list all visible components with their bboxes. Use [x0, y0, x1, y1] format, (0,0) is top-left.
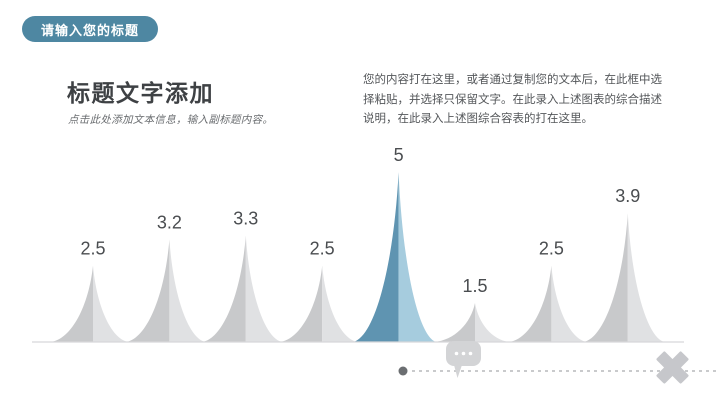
title-badge-label: 请输入您的标题 [40, 22, 139, 38]
peak-value-label: 2.5 [80, 239, 105, 259]
peak-shape [475, 303, 510, 342]
peak-shape [353, 172, 399, 342]
peak-shape [433, 303, 475, 342]
peaks-group: 2.5 3.2 3.3 2.5 5 1.5 2.5 3.9 [50, 145, 665, 342]
title-badge[interactable]: 请输入您的标题 [22, 16, 158, 42]
peak-value-label: 2.5 [539, 239, 564, 259]
peak-shape [583, 213, 628, 342]
peak-shape [322, 265, 358, 342]
peak-shape [126, 239, 170, 342]
peak-shape [551, 265, 587, 342]
peak-shape [279, 265, 323, 342]
chat-bubble-icon [446, 341, 481, 378]
peak-shape [627, 213, 665, 342]
peak-value-label: 2.5 [310, 239, 335, 259]
body-text[interactable]: 您的内容打在这里，或者通过复制您的文本后，在此框中选择粘贴，并选择只保留文字。在… [363, 74, 662, 125]
peak-value-label: 3.9 [615, 186, 640, 206]
peak-shape [509, 265, 552, 342]
peak-shape [93, 265, 129, 342]
cross-icon [656, 351, 689, 384]
peak-shape [169, 239, 206, 342]
peak-value-label: 1.5 [462, 276, 487, 296]
peak-value-label: 3.2 [157, 212, 182, 232]
peak-shape [50, 265, 93, 342]
slide-subtitle[interactable]: 点击此处添加文本信息，输入副标题内容。 [68, 114, 274, 126]
peak-value-label: 5 [394, 145, 404, 165]
peak-shape [245, 235, 282, 342]
peak-shape [202, 235, 246, 342]
peak-value-label: 3.3 [233, 209, 258, 229]
slide-title[interactable]: 标题文字添加 [67, 80, 214, 106]
timeline-dot [398, 366, 408, 376]
peak-shape [398, 172, 436, 342]
